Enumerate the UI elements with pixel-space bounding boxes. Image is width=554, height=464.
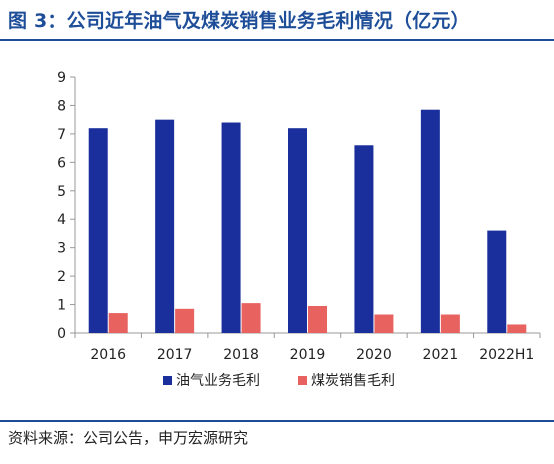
y-axis: 0 1 2 3 4 5 6 7 8 9 [57,70,76,342]
bar-oil-gas-2017 [155,119,175,334]
title-rule [0,39,554,41]
bar-coal-2020 [374,314,394,333]
figure-title: 图 3：公司近年油气及煤炭销售业务毛利情况（亿元） [8,10,470,32]
source-rule [0,420,554,422]
legend-swatch-coal [298,376,307,385]
bar-oil-gas-2018 [221,122,241,333]
legend: 油气业务毛利 煤炭销售毛利 [163,373,395,389]
bar-coal-2018 [241,303,261,333]
x-tick-label: 2020 [356,347,392,363]
legend-label-coal: 煤炭销售毛利 [311,373,395,389]
y-tick-label: 9 [57,70,66,86]
x-tick-label: 2016 [90,347,126,363]
bar-oil-gas-2019 [288,128,307,333]
y-tick-label: 1 [57,298,66,314]
x-tick-label: 2019 [290,347,326,363]
y-tick-label: 6 [57,155,66,171]
bar-oil-gas-2020 [354,145,374,333]
y-tick-label: 0 [57,326,66,342]
legend-label-oil-gas: 油气业务毛利 [176,373,260,389]
y-tick-label: 3 [57,241,66,257]
x-tick-label: 2021 [423,347,459,363]
y-tick-label: 2 [57,269,66,285]
bar-coal-2017 [175,308,195,333]
bar-oil-gas-2021 [420,109,440,333]
y-tick-label: 8 [57,98,66,114]
bar-oil-gas-2016 [88,128,108,333]
x-tick-label: 2018 [223,347,259,363]
bar-coal-2016 [108,313,128,333]
x-tick-label: 2022H1 [479,347,534,363]
bars [88,109,527,334]
y-tick-label: 4 [57,212,66,228]
y-tick-label: 5 [57,184,66,200]
bar-coal-2019 [308,305,327,333]
bar-chart: 0 1 2 3 4 5 6 7 8 9 2016 2017 2018 2019 2020 2021 2022H… [57,70,541,389]
source-note: 资料来源：公司公告，申万宏源研究 [8,429,249,447]
bar-coal-2021 [440,314,460,333]
bar-oil-gas-2022H1 [487,230,507,333]
x-tick-label: 2017 [157,347,193,363]
x-axis: 2016 2017 2018 2019 2020 2021 2022H1 [74,332,541,363]
bar-coal-2022H1 [507,324,527,333]
y-tick-label: 7 [57,127,66,143]
legend-swatch-oil-gas [163,376,172,385]
